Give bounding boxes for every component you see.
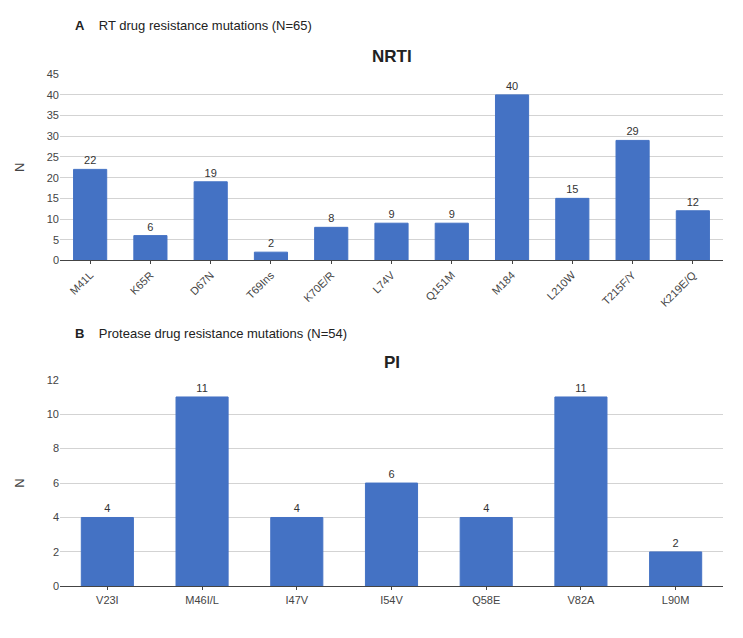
svg-text:L210W: L210W (544, 269, 578, 303)
svg-text:V23I: V23I (96, 594, 119, 606)
svg-text:4: 4 (294, 502, 300, 514)
svg-text:9: 9 (449, 208, 455, 220)
svg-text:V82A: V82A (567, 594, 595, 606)
svg-text:Q58E: Q58E (472, 594, 500, 606)
svg-text:D67N: D67N (188, 269, 216, 297)
svg-text:2: 2 (673, 537, 679, 549)
svg-text:35: 35 (47, 109, 59, 121)
svg-text:9: 9 (388, 208, 394, 220)
svg-text:20: 20 (47, 172, 59, 184)
svg-text:Q151M: Q151M (423, 269, 457, 303)
svg-text:5: 5 (53, 234, 59, 246)
svg-text:15: 15 (47, 192, 59, 204)
svg-text:M41L: M41L (67, 269, 95, 297)
svg-text:8: 8 (328, 212, 334, 224)
svg-text:4: 4 (483, 502, 489, 514)
svg-text:I54V: I54V (380, 594, 403, 606)
svg-text:30: 30 (47, 130, 59, 142)
svg-text:T215F/Y: T215F/Y (600, 268, 639, 307)
svg-text:0: 0 (53, 580, 59, 592)
svg-text:PI: PI (384, 353, 400, 372)
svg-text:4: 4 (104, 502, 110, 514)
svg-text:A RT drug resistance mutati: A RT drug resistance mutations (N=65) (75, 18, 312, 33)
svg-text:6: 6 (53, 477, 59, 489)
svg-text:11: 11 (196, 382, 207, 394)
svg-text:K65R: K65R (128, 269, 156, 297)
svg-text:B Protease drug resistance: B Protease drug resistance mutations (N=… (75, 326, 347, 341)
svg-text:2: 2 (53, 546, 59, 558)
svg-text:11: 11 (575, 382, 586, 394)
svg-text:45: 45 (47, 68, 59, 80)
svg-text:M184: M184 (489, 269, 517, 297)
svg-text:K219E/Q: K219E/Q (658, 269, 698, 309)
svg-text:6: 6 (147, 221, 153, 233)
svg-text:M46I/L: M46I/L (185, 594, 219, 606)
svg-text:22: 22 (84, 154, 96, 166)
svg-text:T69Ins: T69Ins (244, 269, 277, 302)
svg-text:L74V: L74V (370, 268, 397, 295)
svg-text:10: 10 (47, 408, 59, 420)
svg-text:N: N (12, 478, 27, 487)
svg-text:2: 2 (268, 237, 274, 249)
svg-text:15: 15 (566, 183, 578, 195)
svg-text:40: 40 (506, 80, 518, 92)
svg-text:8: 8 (53, 442, 59, 454)
svg-text:19: 19 (205, 167, 217, 179)
svg-text:12: 12 (47, 374, 59, 386)
svg-text:10: 10 (47, 213, 59, 225)
svg-text:12: 12 (687, 196, 699, 208)
svg-text:6: 6 (388, 468, 394, 480)
svg-text:I47V: I47V (285, 594, 308, 606)
svg-text:4: 4 (53, 511, 59, 523)
svg-text:0: 0 (53, 254, 59, 266)
svg-text:29: 29 (626, 125, 638, 137)
svg-text:L90M: L90M (662, 594, 690, 606)
svg-text:25: 25 (47, 151, 59, 163)
svg-text:N: N (12, 163, 27, 172)
svg-text:NRTI: NRTI (372, 47, 412, 66)
svg-text:40: 40 (47, 89, 59, 101)
svg-text:K70E/R: K70E/R (301, 269, 336, 304)
